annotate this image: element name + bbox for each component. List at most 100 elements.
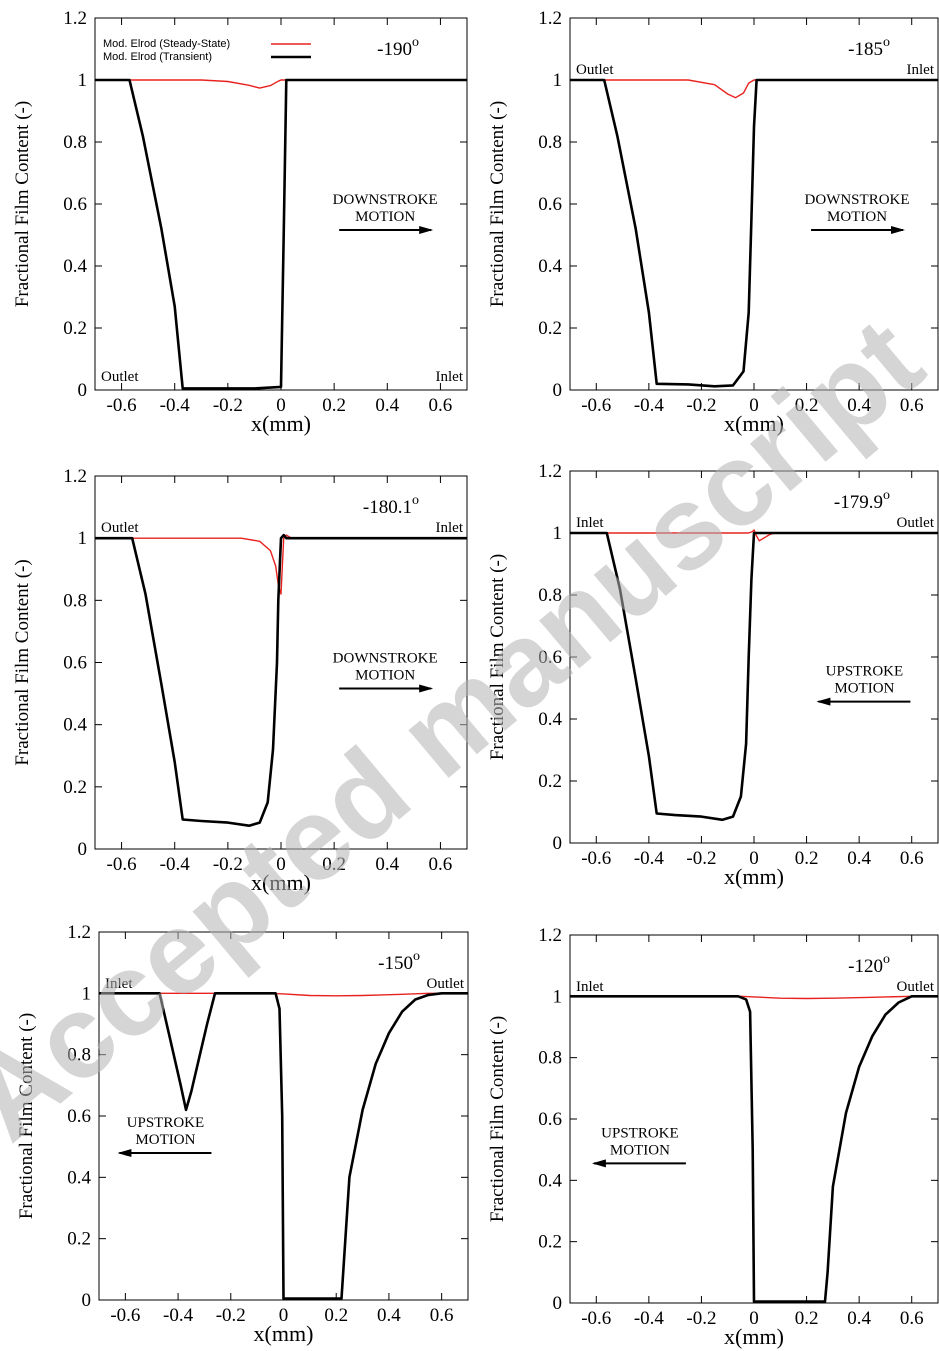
angle-label: -150o bbox=[378, 949, 420, 974]
y-tick-label: 0.6 bbox=[63, 194, 87, 215]
y-tick-label: 0.6 bbox=[538, 647, 562, 668]
x-tick-label: -0.4 bbox=[163, 1305, 194, 1326]
x-axis-label: x(mm) bbox=[724, 411, 784, 436]
angle-label: -190o bbox=[377, 35, 419, 60]
x-tick-label: -0.6 bbox=[107, 854, 137, 875]
x-tick-label: 0 bbox=[276, 395, 286, 416]
x-axis-label: x(mm) bbox=[254, 1321, 314, 1346]
motion-arrow-head bbox=[891, 226, 906, 234]
x-tick-label: 0.2 bbox=[795, 1308, 819, 1329]
left-end-label: Outlet bbox=[101, 369, 139, 385]
x-axis-label: x(mm) bbox=[724, 1324, 784, 1349]
y-axis-label: Fractional Film Content (-) bbox=[487, 101, 508, 307]
motion-arrow-head bbox=[591, 1159, 606, 1168]
series-transient-line bbox=[570, 78, 938, 388]
y-tick-label: 0.2 bbox=[67, 1229, 91, 1250]
x-tick-label: 0.6 bbox=[900, 848, 924, 869]
y-axis-label: Fractional Film Content (-) bbox=[487, 1016, 508, 1222]
motion-label-line1: DOWNSTROKE bbox=[333, 192, 438, 208]
angle-value: -180.1 bbox=[363, 497, 412, 518]
right-end-label: Outlet bbox=[897, 515, 935, 531]
chart-panel-3: 0 0.2 0.4 0.6 0.8 1 1.2 -0.6 -0.4 -0.2 0 0.2 0.4 0.6 x… bbox=[12, 466, 468, 895]
y-tick-label: 0.6 bbox=[538, 194, 562, 215]
y-tick-label: 0.2 bbox=[63, 318, 87, 339]
x-tick-label: -0.4 bbox=[634, 395, 665, 416]
motion-label-line2: MOTION bbox=[135, 1132, 195, 1148]
left-end-label: Inlet bbox=[576, 515, 604, 531]
x-tick-label: 0.4 bbox=[375, 854, 399, 875]
y-tick-label: 1 bbox=[553, 70, 563, 91]
x-tick-label: 0.6 bbox=[900, 1308, 924, 1329]
y-tick-label: 0.2 bbox=[538, 318, 562, 339]
x-tick-label: 0.2 bbox=[795, 395, 819, 416]
chart-panel-5: 0 0.2 0.4 0.6 0.8 1 1.2 -0.6 -0.4 -0.2 0 0.2 0.4 0.6 x… bbox=[16, 922, 469, 1346]
y-tick-label: 0 bbox=[553, 1293, 563, 1314]
y-tick-label: 0.6 bbox=[63, 653, 87, 674]
y-tick-label: 0.2 bbox=[538, 771, 562, 792]
angle-degree-sup: o bbox=[883, 35, 890, 50]
y-axis-label: Fractional Film Content (-) bbox=[12, 101, 33, 307]
x-tick-label: 0.4 bbox=[847, 1308, 871, 1329]
angle-degree-sup: o bbox=[413, 949, 420, 964]
x-tick-label: 0 bbox=[276, 854, 286, 875]
y-tick-label: 1.2 bbox=[538, 461, 562, 482]
motion-label-line1: UPSTROKE bbox=[127, 1115, 205, 1131]
motion-arrow-head bbox=[419, 684, 434, 693]
y-tick-label: 1.2 bbox=[67, 922, 91, 943]
x-tick-label: -0.2 bbox=[213, 395, 243, 416]
angle-value: -150 bbox=[378, 953, 413, 974]
y-axis-label: Fractional Film Content (-) bbox=[16, 1013, 37, 1219]
series-transient-line bbox=[95, 78, 467, 390]
y-tick-label: 0.8 bbox=[538, 1048, 562, 1069]
y-tick-label: 1 bbox=[78, 70, 88, 91]
x-tick-label: 0.2 bbox=[322, 854, 346, 875]
motion-label-line1: UPSTROKE bbox=[826, 664, 904, 680]
y-tick-label: 0.4 bbox=[63, 715, 87, 736]
y-tick-label: 0.4 bbox=[538, 1170, 562, 1191]
y-tick-label: 0 bbox=[553, 833, 563, 854]
x-tick-label: 0.6 bbox=[429, 395, 453, 416]
angle-value: -185 bbox=[848, 39, 883, 60]
x-tick-label: 0 bbox=[279, 1305, 289, 1326]
angle-label: -180.1o bbox=[363, 493, 419, 518]
x-tick-label: 0 bbox=[749, 848, 759, 869]
y-tick-label: 0.2 bbox=[538, 1232, 562, 1253]
x-tick-label: -0.6 bbox=[110, 1305, 140, 1326]
y-tick-label: 0.4 bbox=[63, 256, 87, 277]
y-tick-label: 0 bbox=[82, 1290, 92, 1311]
y-axis-label: Fractional Film Content (-) bbox=[487, 554, 508, 760]
x-tick-label: 0.6 bbox=[430, 1305, 454, 1326]
motion-arrow-head bbox=[117, 1149, 132, 1158]
chart-panel-2: 0 0.2 0.4 0.6 0.8 1 1.2 -0.6 -0.4 -0.2 0 0.2 0.4 0.6 x… bbox=[487, 8, 939, 436]
x-tick-label: 0.2 bbox=[795, 848, 819, 869]
series-transient-line bbox=[99, 991, 468, 1300]
x-tick-label: 0.4 bbox=[375, 395, 399, 416]
chart-panel-1: 0 0.2 0.4 0.6 0.8 1 1.2 -0.6 -0.4 -0.2 0 0.2 0.4 0.6 x… bbox=[12, 8, 468, 436]
angle-degree-sup: o bbox=[412, 35, 419, 50]
motion-label-line2: MOTION bbox=[827, 209, 887, 225]
x-tick-label: 0.2 bbox=[322, 395, 346, 416]
right-end-label: Inlet bbox=[436, 369, 464, 385]
right-end-label: Inlet bbox=[436, 520, 464, 536]
motion-label-line1: DOWNSTROKE bbox=[333, 651, 438, 667]
y-tick-label: 1.2 bbox=[538, 925, 562, 946]
angle-value: -120 bbox=[848, 956, 883, 977]
y-tick-label: 0.8 bbox=[63, 590, 87, 611]
y-tick-label: 1.2 bbox=[538, 8, 562, 29]
x-tick-label: 0.4 bbox=[377, 1305, 401, 1326]
x-tick-label: -0.6 bbox=[581, 848, 611, 869]
y-tick-label: 0.4 bbox=[67, 1167, 91, 1188]
y-tick-label: 1 bbox=[553, 523, 563, 544]
motion-label-line2: MOTION bbox=[610, 1142, 670, 1158]
x-tick-label: -0.4 bbox=[160, 854, 191, 875]
x-tick-label: -0.4 bbox=[160, 395, 191, 416]
motion-arrow-head bbox=[419, 226, 434, 234]
angle-value: -179.9 bbox=[834, 492, 883, 513]
y-tick-label: 0.8 bbox=[63, 132, 87, 153]
x-tick-label: -0.2 bbox=[216, 1305, 246, 1326]
x-tick-label: 0.4 bbox=[847, 395, 871, 416]
x-tick-label: -0.2 bbox=[213, 854, 243, 875]
x-axis-label: x(mm) bbox=[724, 864, 784, 889]
